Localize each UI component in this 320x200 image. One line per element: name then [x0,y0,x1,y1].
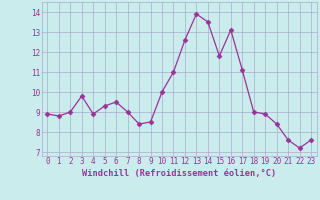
X-axis label: Windchill (Refroidissement éolien,°C): Windchill (Refroidissement éolien,°C) [82,169,276,178]
